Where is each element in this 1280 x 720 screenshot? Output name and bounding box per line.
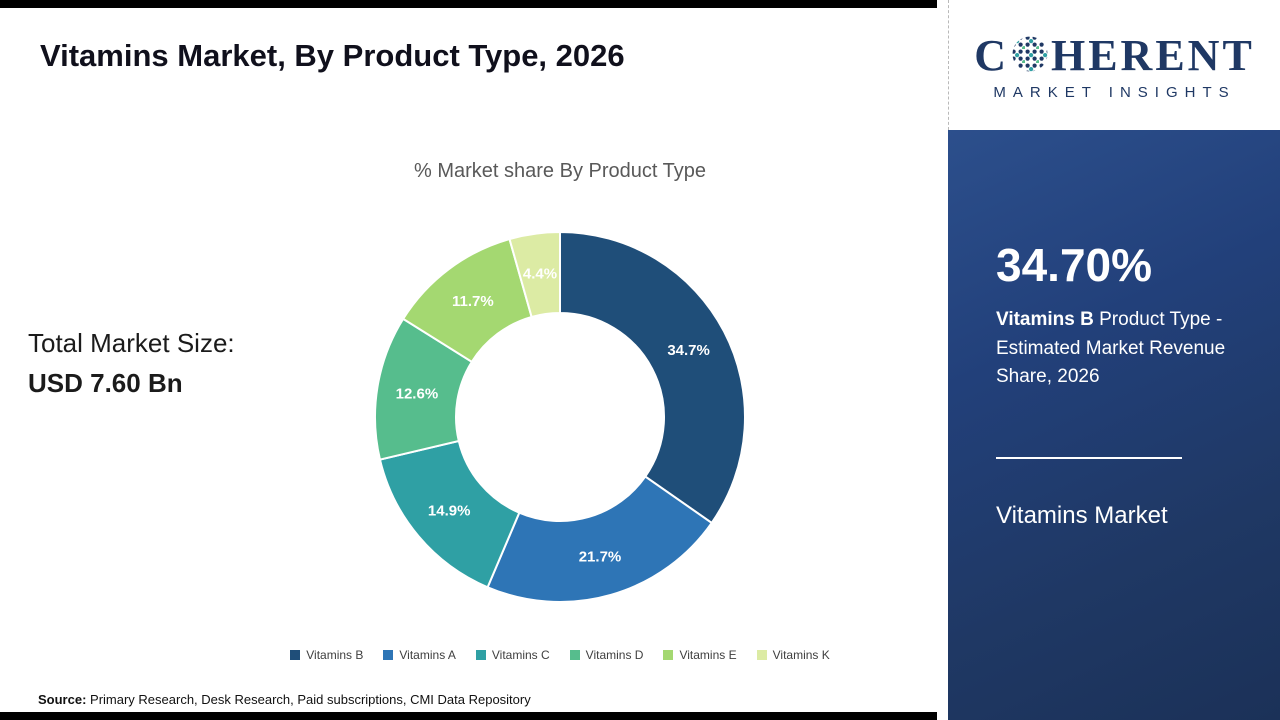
stat-value: 34.70% <box>996 239 1153 291</box>
sidebar: 34.70% Vitamins B Product Type - Estimat… <box>948 130 1280 720</box>
logo-wordmark: C HERENT <box>974 30 1255 80</box>
legend-label: Vitamins C <box>491 648 550 662</box>
legend-item-vitamins-d: Vitamins D <box>569 648 644 662</box>
donut-slice-vitamins-b <box>559 230 746 525</box>
slice-label-vitamins-k: 4.4% <box>523 265 557 282</box>
legend-label: Vitamins A <box>399 648 456 662</box>
slice-label-vitamins-e: 11.7% <box>452 293 494 310</box>
slice-label-vitamins-c: 14.9% <box>428 503 471 520</box>
donut-slice-vitamins-a <box>486 475 714 603</box>
globe-icon <box>1012 36 1048 71</box>
legend-item-vitamins-c: Vitamins C <box>475 648 550 662</box>
total-market-size-block: Total Market Size: USD 7.60 Bn <box>28 328 235 399</box>
legend-swatch <box>290 650 301 660</box>
source-label: Source: <box>38 692 87 707</box>
logo: C HERENT MARKET INSIGHTS <box>948 0 1280 130</box>
logo-text-c: C <box>974 30 1009 80</box>
legend-label: Vitamins B <box>306 648 364 662</box>
divider-line <box>996 457 1182 459</box>
legend-label: Vitamins K <box>772 648 830 662</box>
legend-item-vitamins-k: Vitamins K <box>756 648 830 662</box>
legend-item-vitamins-a: Vitamins A <box>383 648 456 662</box>
legend-label: Vitamins E <box>679 648 737 662</box>
sidebar-title: Vitamins Market <box>996 502 1168 529</box>
chart-legend: Vitamins B Vitamins A Vitamins C Vitamins D… <box>160 648 960 662</box>
stat-text: Product Type - Estimated Market Revenue … <box>996 309 1226 387</box>
donut-slice-vitamins-k <box>508 230 561 319</box>
legend-label: Vitamins D <box>585 648 644 662</box>
chart-title: % Market share By Product Type <box>414 160 706 182</box>
slice-label-vitamins-b: 34.7% <box>667 342 710 359</box>
stat-highlight: Vitamins B <box>996 309 1094 330</box>
stat-description: Vitamins B Product Type - Estimated Mark… <box>996 306 1234 392</box>
logo-subtitle: MARKET INSIGHTS <box>993 83 1236 101</box>
legend-swatch <box>475 650 486 660</box>
source-note: Source: Primary Research, Desk Research,… <box>38 692 531 707</box>
source-text: Primary Research, Desk Research, Paid su… <box>86 692 531 707</box>
legend-swatch <box>569 650 580 660</box>
page-title: Vitamins Market, By Product Type, 2026 <box>40 38 625 73</box>
slice-label-vitamins-a: 21.7% <box>579 548 622 565</box>
legend-item-vitamins-b: Vitamins B <box>290 648 363 662</box>
slice-label-vitamins-d: 12.6% <box>396 385 439 402</box>
total-market-value: USD 7.60 Bn <box>28 368 183 398</box>
legend-swatch <box>756 650 767 660</box>
top-border-bar <box>0 0 937 8</box>
legend-swatch <box>383 650 394 660</box>
legend-swatch <box>663 650 674 660</box>
donut-chart: 34.7% 21.7% 14.9% 12.6% 11.7% 4.4% <box>374 230 746 603</box>
legend-item-vitamins-e: Vitamins E <box>663 648 737 662</box>
total-market-label: Total Market Size: <box>28 328 235 358</box>
bottom-border-bar <box>0 712 937 720</box>
main-content: Vitamins Market, By Product Type, 2026 %… <box>0 0 937 720</box>
logo-text-herent: HERENT <box>1050 30 1255 80</box>
